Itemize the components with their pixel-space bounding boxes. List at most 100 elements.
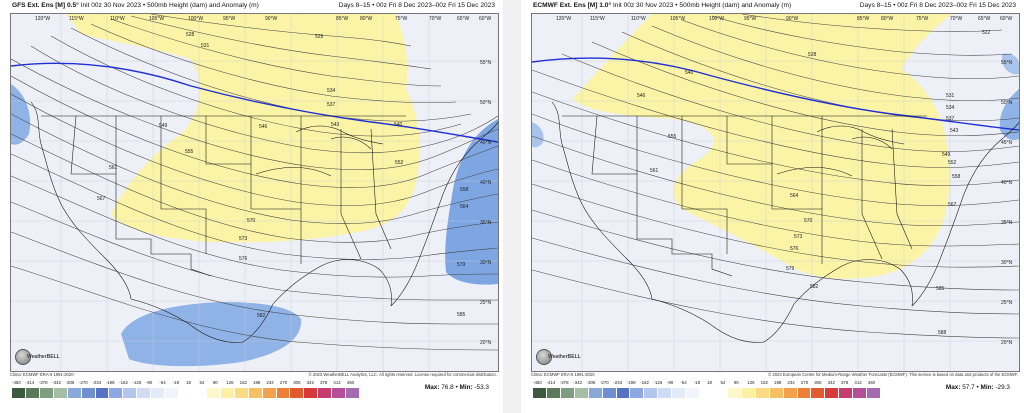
gfs-contour-label: 525 [315,34,324,40]
colorbar-tick: -234 [92,380,102,385]
colorbar-tick: -414 [546,380,556,385]
gfs-lon-labels: 120°W 115°W 110°W 105°W 100°W 95°W 90°W … [35,16,492,22]
colorbar-swatch [783,388,798,398]
colorbar-tick: -198 [105,380,115,385]
colorbar-tick: -18 [693,380,701,385]
ecmwf-contour-label: 582 [810,284,819,290]
colorbar-swatch [546,388,561,398]
gfs-contour-label: 570 [247,218,256,224]
colorbar-swatch [811,388,826,398]
gfs-max-value: 76.8 [441,384,454,391]
colorbar-swatch [560,388,575,398]
colorbar-tick: -378 [559,380,569,385]
ecmwf-lon-labels: 120°W 115°W 110°W 105°W 100°W 95°W 90°W … [556,16,1013,22]
gfs-negative-anomaly-west [11,84,31,145]
ecmwf-contour-label: 564 [790,193,799,199]
ecmwf-contour-label: 576 [790,246,799,252]
gfs-lat-label: 40°N [480,180,492,186]
colorbar-swatch [53,388,68,398]
gfs-lat-label: 35°N [480,220,492,226]
colorbar-tick: -414 [25,380,35,385]
colorbar-swatch [206,388,221,398]
ecmwf-lat-label: 40°N [1001,180,1013,186]
colorbar-tick: 342 [827,380,835,385]
colorbar-swatch [797,388,812,398]
colorbar-tick: -342 [52,380,61,385]
colorbar-tick: -306 [65,380,75,385]
colorbar-swatch [686,388,701,398]
gfs-contour-labels: 525 528 531 534 537 540 543 546 549 552 … [97,32,469,319]
ecmwf-contour-label: 561 [650,168,659,174]
ecmwf-weatherbell-logo: WeatherBELL [536,349,581,365]
colorbar-tick: 378 [319,380,328,385]
ecmwf-contour-label: 522 [982,30,991,36]
colorbar-swatch [644,388,659,398]
colorbar-swatch [867,388,882,398]
colorbar-tick: 18 [707,380,712,385]
colorbar-swatch [672,388,687,398]
colorbar-swatch [574,388,589,398]
ecmwf-lon-label: 85°W [857,16,870,22]
gfs-lon-label: 105°W [149,16,164,22]
ecmwf-lon-label: 110°W [631,16,646,22]
colorbar-tick: -450 [12,380,21,385]
colorbar-swatch [220,388,235,398]
colorbar-swatch [602,388,617,398]
colorbar-tick: 342 [306,380,314,385]
gfs-contour-label: 534 [327,88,336,94]
colorbar-tick: 306 [814,380,822,385]
ecmwf-lat-label: 35°N [1001,220,1013,226]
colorbar-swatch [39,388,54,398]
globe-icon [15,349,31,365]
ecmwf-positive-anomaly [572,14,952,279]
colorbar-tick: 270 [800,380,809,385]
gfs-min-value: -53.3 [474,384,489,391]
ecmwf-min-value: -29.3 [995,384,1010,391]
colorbar-tick: -450 [533,380,542,385]
gfs-lon-label: 60°W [479,16,492,22]
ecmwf-height-contours [532,14,1019,339]
ecmwf-graticule [532,14,1019,371]
colorbar-tick: 90 [212,380,218,385]
ecmwf-lon-label: 80°W [881,16,894,22]
ecmwf-lat-label: 45°N [1001,140,1013,146]
colorbar-tick: 198 [774,380,782,385]
colorbar-swatch [727,388,742,398]
ecmwf-clim-text: Clima: ECMWF ERA-5 1991-2020 [531,372,595,377]
gfs-map: 120°W 115°W 110°W 105°W 100°W 95°W 90°W … [10,13,499,372]
ecmwf-lat-label: 50°N [1001,100,1013,106]
ecmwf-logo-text: WeatherBELL [548,354,581,360]
colorbar-swatch [248,388,263,398]
gfs-contour-label: 558 [460,187,469,193]
gfs-contour-label: 561 [109,165,118,171]
ecmwf-lon-label: 95°W [744,16,757,22]
colorbar-tick: -90 [666,380,674,385]
gfs-contour-label: 576 [239,256,248,262]
gfs-clim-text: Clima: ECMWF ERA-5 1991-2020 [10,372,74,377]
colorbar-swatch [179,388,193,398]
gfs-contour-label: 555 [185,149,194,155]
ecmwf-contour-label: 558 [952,174,961,180]
gfs-lon-label: 100°W [188,16,203,22]
gfs-max-label: Max: [424,384,440,391]
colorbar-tick: -270 [599,380,609,385]
colorbar-tick: 414 [333,380,341,385]
ecmwf-map: 120°W 115°W 110°W 105°W 100°W 95°W 90°W … [531,13,1020,372]
ecmwf-lon-label: 60°W [1000,16,1013,22]
gfs-lon-label: 80°W [360,16,373,22]
colorbar-swatch [67,388,82,398]
ecmwf-lat-label: 30°N [1001,260,1013,266]
colorbar-swatch [109,388,124,398]
ecmwf-init-text: Init 00z 30 Nov 2023 • 500mb Height (dam… [612,2,792,9]
gfs-contour-label: 549 [159,123,168,129]
colorbar-tick: -126 [132,380,142,385]
gfs-contour-label: 564 [460,204,469,210]
ecmwf-lat-labels: 55°N 50°N 45°N 40°N 35°N 30°N 25°N 20°N [1001,60,1013,346]
ecmwf-contour-label: 537 [946,116,955,122]
colorbar-swatch [769,388,784,398]
colorbar-tick: 234 [787,380,795,385]
ecmwf-contour-label: 531 [946,93,955,99]
gfs-init-text: Init 00z 30 Nov 2023 • 500mb Height (dam… [80,2,259,9]
gfs-map-svg: 120°W 115°W 110°W 105°W 100°W 95°W 90°W … [11,14,498,371]
colorbar-tick: 162 [239,380,247,385]
